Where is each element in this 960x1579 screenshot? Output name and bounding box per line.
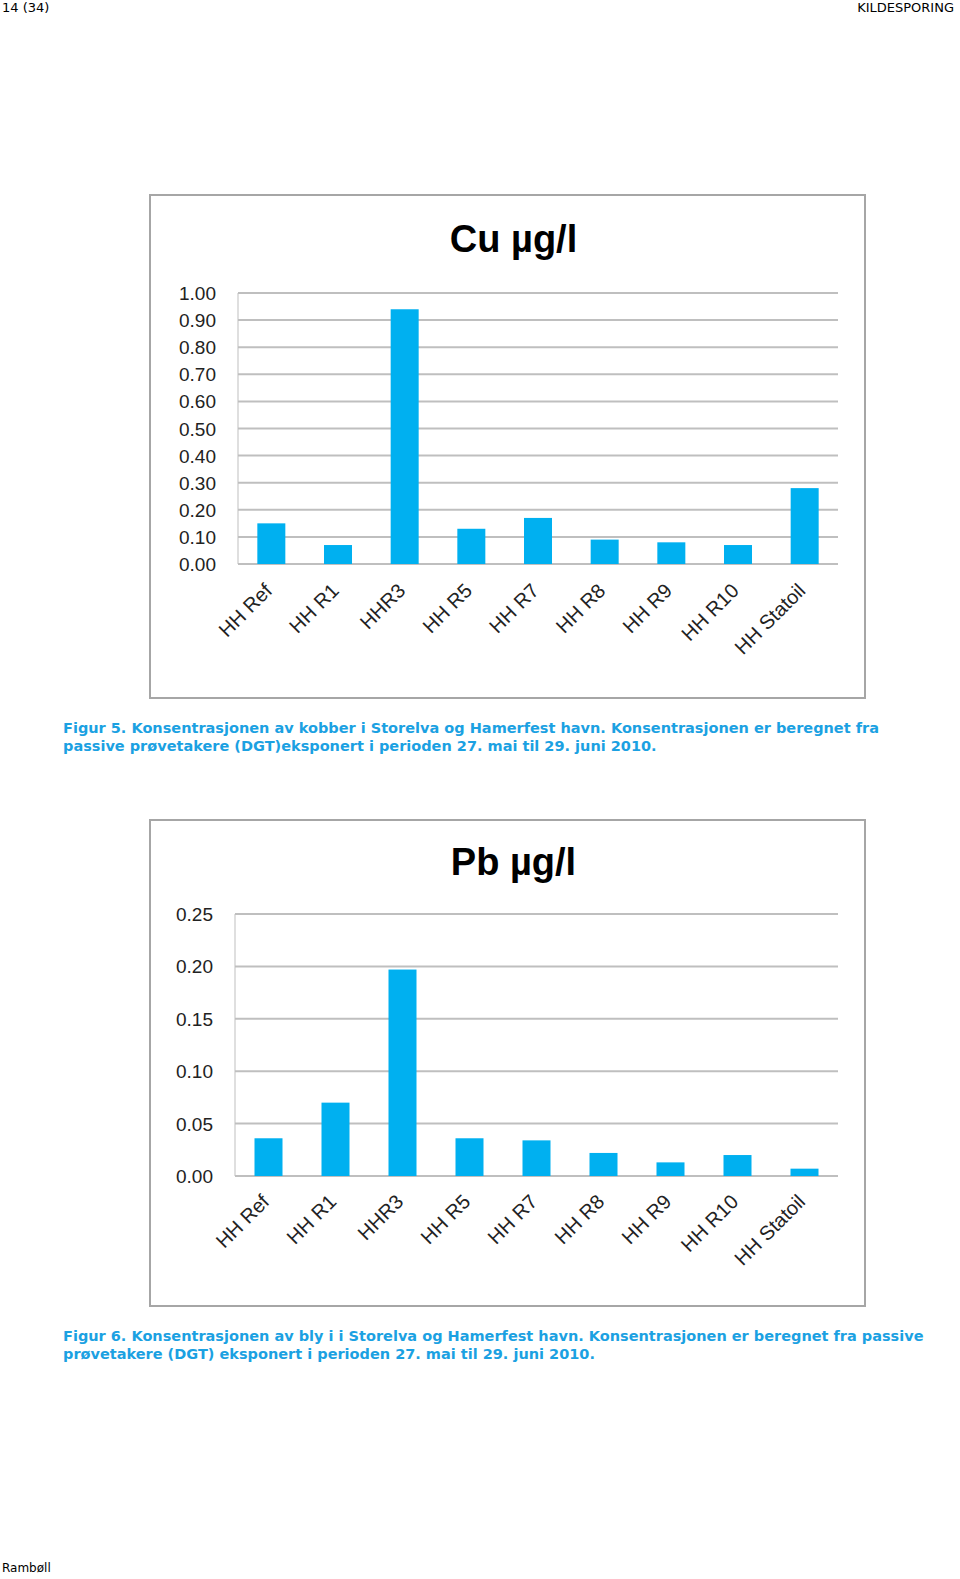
figure-caption: Figur 6. Konsentrasjonen av bly i i Stor… xyxy=(63,1327,943,1363)
x-tick-label: HH Ref xyxy=(214,579,276,641)
bar xyxy=(724,1155,752,1176)
chart-title: Cu µg/l xyxy=(450,218,577,260)
grid-line xyxy=(238,455,838,457)
grid-line xyxy=(238,482,838,484)
y-tick-label: 0.20 xyxy=(179,500,216,521)
chart-title: Pb µg/l xyxy=(451,841,576,883)
bars xyxy=(255,970,819,1176)
y-tick-label: 0.80 xyxy=(179,337,216,358)
figure-caption: Figur 5. Konsentrasjonen av kobber i Sto… xyxy=(63,719,943,755)
bar xyxy=(523,1140,551,1176)
x-tick-label: HH Ref xyxy=(211,1190,273,1252)
y-tick-label: 0.20 xyxy=(176,956,213,977)
grid-line xyxy=(238,346,838,348)
x-tick-label: HH R5 xyxy=(418,579,476,637)
y-tick-label: 0.25 xyxy=(176,904,213,925)
header-title: KILDESPORING xyxy=(857,0,954,15)
bar xyxy=(791,1169,819,1176)
y-tick-label: 1.00 xyxy=(179,283,216,304)
grid-line xyxy=(238,428,838,430)
x-tick-label: HH R7 xyxy=(483,1190,541,1248)
bar xyxy=(257,523,285,564)
grid-line xyxy=(238,400,838,402)
grid-line xyxy=(235,913,838,915)
x-tick-label: HH R8 xyxy=(552,579,610,637)
bar xyxy=(322,1103,350,1176)
y-tick-label: 0.10 xyxy=(176,1061,213,1082)
y-tick-label: 0.05 xyxy=(176,1114,213,1135)
x-tick-label: HH R8 xyxy=(550,1190,608,1248)
chart-frame xyxy=(150,820,865,1306)
bar xyxy=(524,518,552,564)
x-tick-label: HH Statoil xyxy=(730,1190,809,1269)
bar xyxy=(724,545,752,564)
x-tick-label: HH R10 xyxy=(676,1190,742,1256)
x-tick-label: HH R10 xyxy=(677,579,743,645)
grid-line xyxy=(238,373,838,375)
x-tick-label: HH R9 xyxy=(618,579,676,637)
y-tick-label: 0.00 xyxy=(176,1166,213,1187)
y-tick-label: 0.10 xyxy=(179,527,216,548)
grid-line xyxy=(235,1018,838,1020)
x-tick-label: HH R9 xyxy=(617,1190,675,1248)
x-tick-label: HH Statoil xyxy=(730,579,809,658)
chart: Pb µg/l0.000.050.100.150.200.25HH RefHH … xyxy=(149,819,866,1307)
bar xyxy=(324,545,352,564)
y-tick-label: 0.90 xyxy=(179,310,216,331)
x-tick-label: HH R5 xyxy=(416,1190,474,1248)
bar xyxy=(791,488,819,564)
bar xyxy=(590,1153,618,1176)
y-tick-label: 0.00 xyxy=(179,554,216,575)
grid-line xyxy=(235,965,838,967)
bar xyxy=(255,1138,283,1176)
bars xyxy=(257,309,818,564)
y-tick-label: 0.70 xyxy=(179,364,216,385)
y-tick-label: 0.60 xyxy=(179,391,216,412)
x-tick-label: HHR3 xyxy=(353,1190,407,1244)
y-tick-label: 0.15 xyxy=(176,1009,213,1030)
bar xyxy=(657,542,685,564)
x-tick-label: HH R1 xyxy=(285,579,343,637)
grid-line xyxy=(238,509,838,511)
bar xyxy=(591,540,619,564)
chart: Cu µg/l 0.00 0.10 0.20 0.30 0.40 0.50 0.60 0.70 0… xyxy=(149,194,866,699)
y-tick-label: 0.30 xyxy=(179,473,216,494)
x-tick-label: HH R1 xyxy=(282,1190,340,1248)
bar xyxy=(657,1162,685,1176)
y-axis-line xyxy=(238,293,239,564)
footer: Rambøll xyxy=(2,1561,51,1575)
bar xyxy=(457,529,485,564)
bar xyxy=(391,309,419,564)
page-number: 14 (34) xyxy=(2,0,49,15)
bar xyxy=(389,970,417,1176)
grid-line xyxy=(238,292,838,294)
grid-line xyxy=(235,1070,838,1072)
y-tick-label: 0.40 xyxy=(179,446,216,467)
x-tick-label: HHR3 xyxy=(355,579,409,633)
y-axis-line xyxy=(235,914,236,1176)
x-tick-label: HH R7 xyxy=(485,579,543,637)
bar xyxy=(456,1138,484,1176)
y-tick-label: 0.50 xyxy=(179,419,216,440)
grid-line xyxy=(238,319,838,321)
chart-frame xyxy=(150,195,865,698)
